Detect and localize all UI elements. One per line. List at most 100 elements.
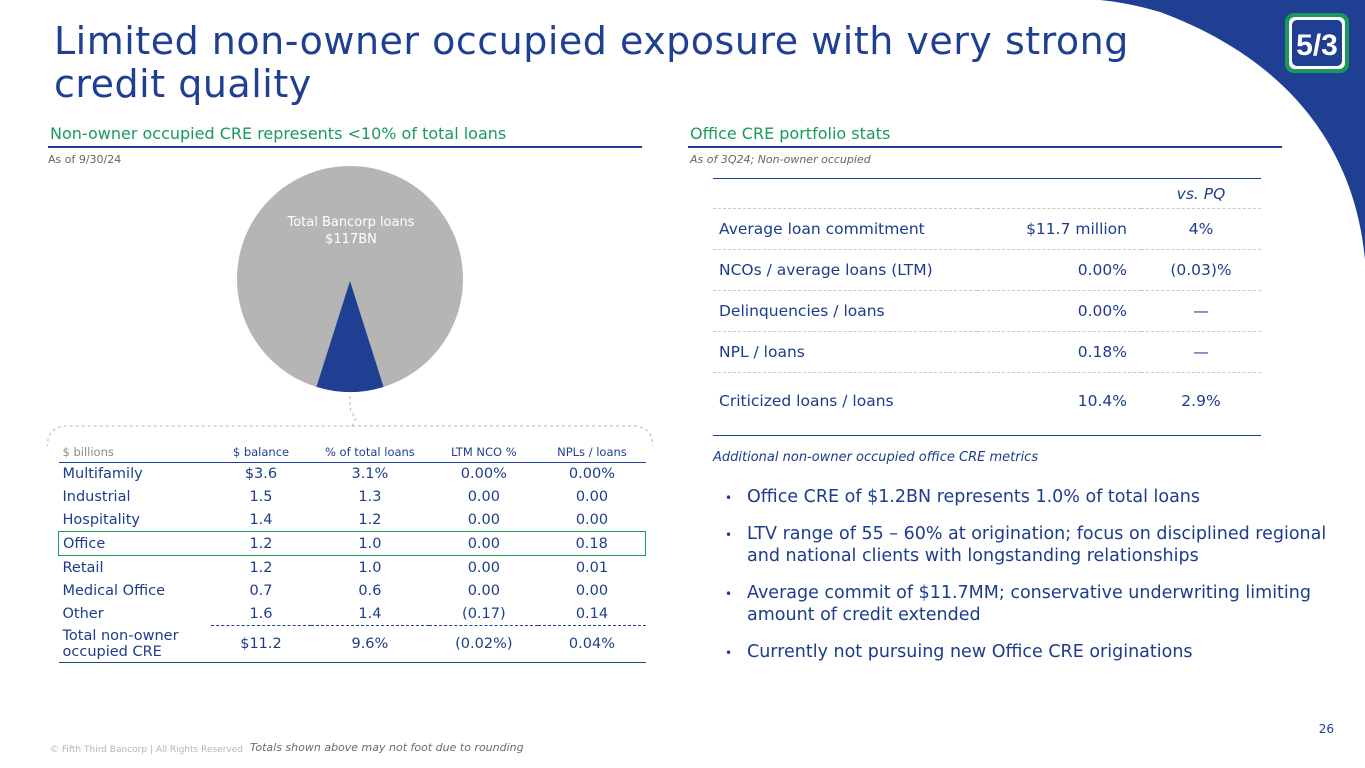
office-cre-stats-table: vs. PQ Average loan commitment $11.7 mil… [713,178,1261,436]
row-npl: 0.18 [538,531,647,556]
office-cre-bullets: • Office CRE of $1.2BN represents 1.0% of… [722,486,1342,678]
stat-metric: Delinquencies / loans [713,290,977,332]
row-balance: 1.2 [211,531,311,556]
pie-label-line1: Total Bancorp loans [287,215,415,230]
left-section-heading: Non-owner occupied CRE represents <10% o… [50,124,507,143]
stat-metric: Criticized loans / loans [713,372,977,436]
row-npl: 0.00 [575,488,609,505]
bullet-item: • Average commit of $11.7MM; conservative… [722,582,1342,626]
table-header-row: $ billions $ balance % of total loans LT… [58,444,646,463]
row-npl: 0.00 [575,511,609,528]
stats-row: Average loan commitment $11.7 million 4% [713,208,1261,250]
pie-total-loans [237,166,463,392]
loans-pie-chart [237,166,463,393]
row-nco: 0.00 [467,559,500,576]
row-name: Office [58,531,212,556]
total-name-line1: Total non-owner [62,627,179,644]
row-nco: 0.00% [460,466,507,482]
non-owner-cre-table: $ billions $ balance % of total loans LT… [58,444,647,663]
footer-rounding-note: Totals shown above may not foot due to r… [250,741,524,754]
stat-value: 10.4% [977,372,1141,436]
page-title: Limited non-owner occupied exposure with… [54,19,1129,106]
stats-row: Delinquencies / loans 0.00% — [713,290,1261,332]
stat-vs-pq: — [1141,331,1261,373]
bullet-item: • Office CRE of $1.2BN represents 1.0% of… [722,486,1342,508]
stats-row: Criticized loans / loans 10.4% 2.9% [713,372,1261,436]
table-row: Industrial 1.5 1.3 0.00 0.00 [59,485,646,508]
row-pct: 1.0 [358,559,382,576]
table-row: Other 1.6 1.4 (0.17) 0.14 [59,602,646,626]
svg-text:5/3: 5/3 [1296,29,1338,62]
row-pct: 3.1% [351,466,389,482]
row-npl: 0.00% [568,466,615,482]
pie-slice-non-owner-cre [316,281,384,393]
fifth-third-logo: 5/3 [1285,13,1349,73]
row-name: Multifamily [62,466,143,482]
total-nco: (0.02%) [429,625,539,663]
row-pct: 1.4 [358,605,382,622]
bullet-item: • LTV range of 55 – 60% at origination; f… [722,523,1342,567]
stats-header-vs-pq: vs. PQ [1141,178,1261,209]
row-nco: 0.00 [467,582,500,599]
table-row-total: Total non-owner occupied CRE $11.2 9.6% … [58,625,646,663]
col-header-ltm-nco: LTM NCO % [429,444,539,463]
row-name: Retail [62,559,104,576]
table-row: Multifamily $3.6 3.1% 0.00% 0.00% [59,463,646,486]
row-balance: 1.2 [249,559,273,576]
stats-header-row: vs. PQ [713,178,1261,209]
row-npl: 0.14 [575,605,609,622]
stat-vs-pq: (0.03)% [1141,249,1261,291]
col-header-pct-total: % of total loans [310,444,430,463]
row-name: Other [62,605,104,622]
row-balance: 1.4 [249,511,273,528]
row-balance: $3.6 [244,466,278,482]
row-pct: 1.2 [358,511,382,528]
row-pct: 1.3 [358,488,382,505]
col-header-npls: NPLs / loans [538,444,646,463]
col-header-billions: $ billions [58,444,212,463]
row-npl: 0.00 [575,582,609,599]
stat-metric: NPL / loans [713,331,977,373]
pie-label-line2: $117BN [325,232,377,247]
row-name: Industrial [62,488,131,505]
stat-value: 0.18% [977,331,1141,373]
footer-copyright: © Fifth Third Bancorp | All Rights Reser… [50,745,243,755]
stats-row: NCOs / average loans (LTM) 0.00% (0.03)% [713,249,1261,291]
row-balance: 1.6 [249,605,273,622]
left-as-of: As of 9/30/24 [48,153,122,166]
bullet-text: Average commit of $11.7MM; conservative … [747,583,1311,625]
stat-vs-pq: — [1141,290,1261,332]
additional-metrics-label: Additional non-owner occupied office CRE… [713,450,1039,465]
total-pct: 9.6% [310,625,430,663]
left-section-rule [48,146,642,148]
bullet-dot-icon: • [725,491,733,505]
corner-brand-graphic: 5/3 [1100,0,1365,260]
stat-vs-pq: 2.9% [1141,372,1261,436]
table-row: Medical Office 0.7 0.6 0.00 0.00 [59,579,646,602]
stats-header-blank [713,178,977,209]
row-balance: 0.7 [249,582,273,599]
callout-bracket [46,396,654,446]
bullet-dot-icon: • [725,646,733,660]
stat-metric: Average loan commitment [713,208,977,250]
stat-vs-pq: 4% [1141,208,1261,250]
row-nco: 0.00 [467,511,500,528]
row-name: Medical Office [62,582,165,599]
page-number: 26 [1318,722,1334,736]
stat-metric: NCOs / average loans (LTM) [713,249,977,291]
total-balance: $11.2 [211,625,311,663]
stats-header-blank-2 [977,178,1141,209]
row-pct: 0.6 [358,582,382,599]
bullet-dot-icon: • [725,528,733,542]
stat-value: 0.00% [977,249,1141,291]
pie-label: Total Bancorp loans $117BN [266,214,436,248]
bullet-text: LTV range of 55 – 60% at origination; fo… [747,524,1327,566]
row-name: Hospitality [62,511,140,528]
bullet-item: • Currently not pursuing new Office CRE o… [722,641,1342,663]
row-balance: 1.5 [249,488,273,505]
row-nco: (0.17) [462,605,506,622]
stat-value: 0.00% [977,290,1141,332]
right-as-of: As of 3Q24; Non-owner occupied [690,153,871,166]
table-row: Hospitality 1.4 1.2 0.00 0.00 [59,508,646,532]
bullet-text: Currently not pursuing new Office CRE or… [747,642,1193,662]
